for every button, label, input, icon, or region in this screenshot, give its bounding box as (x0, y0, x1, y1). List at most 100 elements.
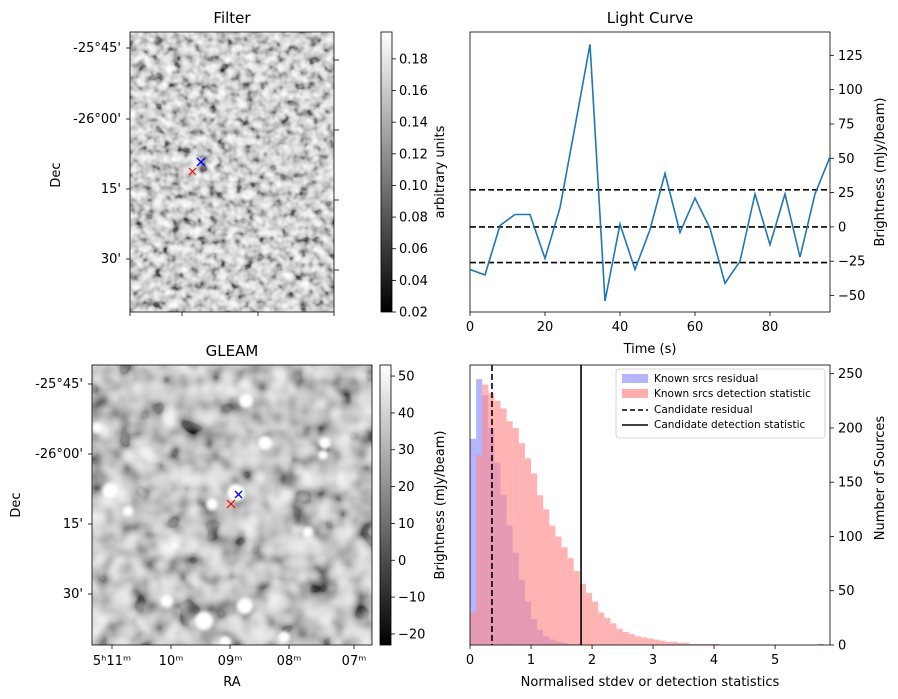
gleam-xtick-label: 10ᵐ (159, 654, 184, 669)
hist-bar-detection (561, 547, 568, 645)
hist-bar-detection (506, 421, 513, 645)
hist-bar-detection (701, 643, 708, 645)
gleam-ytick-label: 15' (63, 517, 83, 532)
gleam-colorbar-tick-label: 40 (398, 406, 415, 421)
lightcurve-xtick-label: 20 (537, 320, 554, 335)
hist-bar-residual (470, 438, 477, 645)
gleam-xtick-label: 07ᵐ (342, 654, 367, 669)
hist-bar-detection (604, 617, 611, 645)
hist-bar-detection (683, 642, 690, 645)
hist-bar-detection (665, 641, 672, 645)
filter-colorbar-tick-label: 0.02 (399, 306, 428, 321)
lightcurve-xlabel: Time (s) (623, 342, 677, 357)
legend-label: Known srcs detection statistic (654, 388, 811, 400)
filter-ylabel: Dec (49, 162, 64, 187)
filter-marker-red (188, 167, 197, 176)
hist-bar-detection (567, 558, 574, 645)
hist-bar-detection (543, 509, 550, 645)
filter-colorbar-tick-label: 0.12 (399, 147, 428, 162)
lightcurve-ytick-label: 25 (838, 186, 855, 201)
lightcurve-ytick-label: 0 (838, 220, 846, 235)
gleam-marker-blue (234, 490, 243, 499)
hist-bar-detection (634, 636, 641, 645)
hist-bar-detection (573, 571, 580, 645)
histogram-xtick-label: 4 (710, 653, 718, 668)
lightcurve-xtick-label: 60 (687, 320, 704, 335)
gleam-colorbar-tick-label: −20 (398, 627, 425, 642)
legend-swatch-red (622, 389, 648, 398)
hist-bar-detection (628, 634, 635, 645)
lightcurve-ytick-label: 100 (838, 83, 863, 98)
gleam-ylabel: Dec (9, 492, 24, 517)
hist-bar-detection (714, 643, 721, 645)
hist-bar-detection (689, 643, 696, 645)
legend-label: Candidate detection statistic (654, 419, 806, 431)
hist-bar-detection (659, 640, 666, 645)
hist-bar-detection (671, 641, 678, 645)
filter-colorbar-tick-label: 0.10 (399, 179, 428, 194)
gleam-colorbar-tick-label: 0 (398, 554, 406, 569)
gleam-image (92, 365, 372, 645)
hist-bar-detection (817, 643, 824, 645)
hist-bar-detection (549, 525, 556, 645)
filter-colorbar-tick-label: 0.08 (399, 211, 428, 226)
filter-ytick-label: -26°00' (73, 112, 121, 127)
filter-colorbar-tick-label: 0.14 (399, 116, 428, 131)
gleam-colorbar-tick-label: −10 (398, 591, 425, 606)
histogram-xtick-label: 3 (649, 653, 657, 668)
histogram-ytick-label: 200 (838, 421, 863, 436)
histogram-xtick-label: 2 (588, 653, 596, 668)
gleam-title: GLEAM (206, 342, 259, 360)
hist-bar-detection (494, 400, 501, 645)
legend-label: Known srcs residual (654, 373, 758, 385)
filter-ytick-label: 15' (101, 182, 121, 197)
hist-bar-detection (585, 592, 593, 645)
filter-colorbar-tick-label: 0.16 (399, 84, 428, 99)
hist-bar-detection (707, 643, 715, 645)
filter-colorbar-tick-label: 0.18 (399, 52, 428, 67)
hist-bar-detection (476, 455, 483, 645)
hist-bar-detection (579, 584, 586, 645)
filter-image (130, 32, 334, 312)
hist-bar-detection (537, 495, 544, 645)
gleam-colorbar-label: Brightness (mJy/beam) (433, 431, 448, 580)
lightcurve-xtick-label: 0 (466, 320, 474, 335)
lightcurve-ytick-label: −50 (838, 289, 865, 304)
lightcurve-series-line (469, 44, 831, 302)
gleam-colorbar-tick-label: 30 (398, 443, 415, 458)
hist-bar-detection (622, 631, 629, 645)
histogram-xtick-label: 1 (527, 653, 535, 668)
lightcurve-panel: Light Curve 0 20 40 60 80 −50 −25 0 25 50 75 100 12… (466, 9, 888, 357)
legend-swatch-blue (622, 374, 648, 383)
hist-bar-detection (695, 643, 702, 645)
hist-bar-detection (646, 638, 654, 645)
gleam-ytick-label: -26°00' (35, 447, 83, 462)
histogram-ytick-label: 150 (838, 476, 863, 491)
hist-bar-detection (518, 443, 525, 645)
gleam-colorbar-tick-label: 50 (398, 370, 415, 385)
filter-colorbar-tick-label: 0.04 (399, 274, 428, 289)
hist-bar-detection (470, 612, 477, 645)
histogram-xlabel: Normalised stdev or detection statistics (521, 675, 780, 690)
filter-panel: Filter -25°45' -26°00' 15' 30' Dec (49, 9, 339, 316)
hist-bar-detection (640, 637, 647, 645)
hist-bar-detection (482, 384, 489, 645)
legend-label: Candidate residual (654, 404, 753, 416)
histogram-xtick-label: 5 (771, 653, 779, 668)
hist-bar-detection (500, 408, 507, 645)
hist-bar-detection (610, 623, 617, 645)
hist-bar-detection (653, 639, 660, 645)
gleam-xtick-label: 08ᵐ (277, 654, 302, 669)
histogram-ytick-label: 50 (838, 584, 855, 599)
histogram-ytick-label: 250 (838, 367, 863, 382)
gleam-xlabel: RA (223, 675, 241, 690)
lightcurve-ytick-label: 50 (838, 152, 855, 167)
lightcurve-ytick-label: −25 (838, 255, 865, 270)
histogram-xtick-label: 0 (466, 653, 474, 668)
filter-colorbar-label: arbitrary units (433, 125, 448, 218)
filter-marker-blue (196, 157, 206, 167)
hist-bar-detection (616, 628, 623, 645)
gleam-marker-red (226, 499, 236, 509)
hist-bar-detection (531, 473, 538, 645)
